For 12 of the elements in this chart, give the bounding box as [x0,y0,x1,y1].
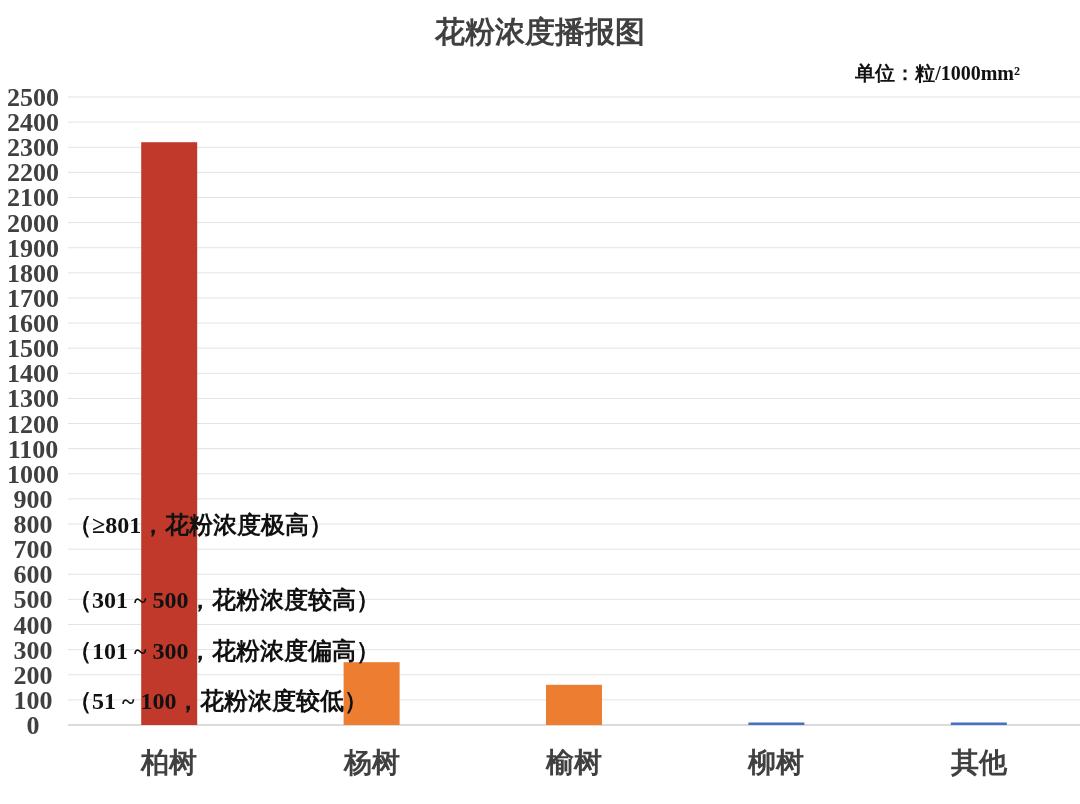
bar [748,722,805,725]
chart-subtitle: 单位：粒/1000mm² [854,62,1020,84]
x-tick-label: 柏树 [140,747,198,778]
x-tick-label: 其他 [949,747,1008,778]
x-tick-label: 榆树 [545,747,602,778]
bar [546,684,602,725]
bar [343,662,400,725]
bar [950,722,1007,725]
x-tick-label: 柳树 [747,747,805,778]
annotation: （51 ~ 100，花粉浓度较低） [68,687,369,714]
x-tick-label: 杨树 [342,747,400,778]
chart-title: 花粉浓度播报图 [434,15,645,48]
